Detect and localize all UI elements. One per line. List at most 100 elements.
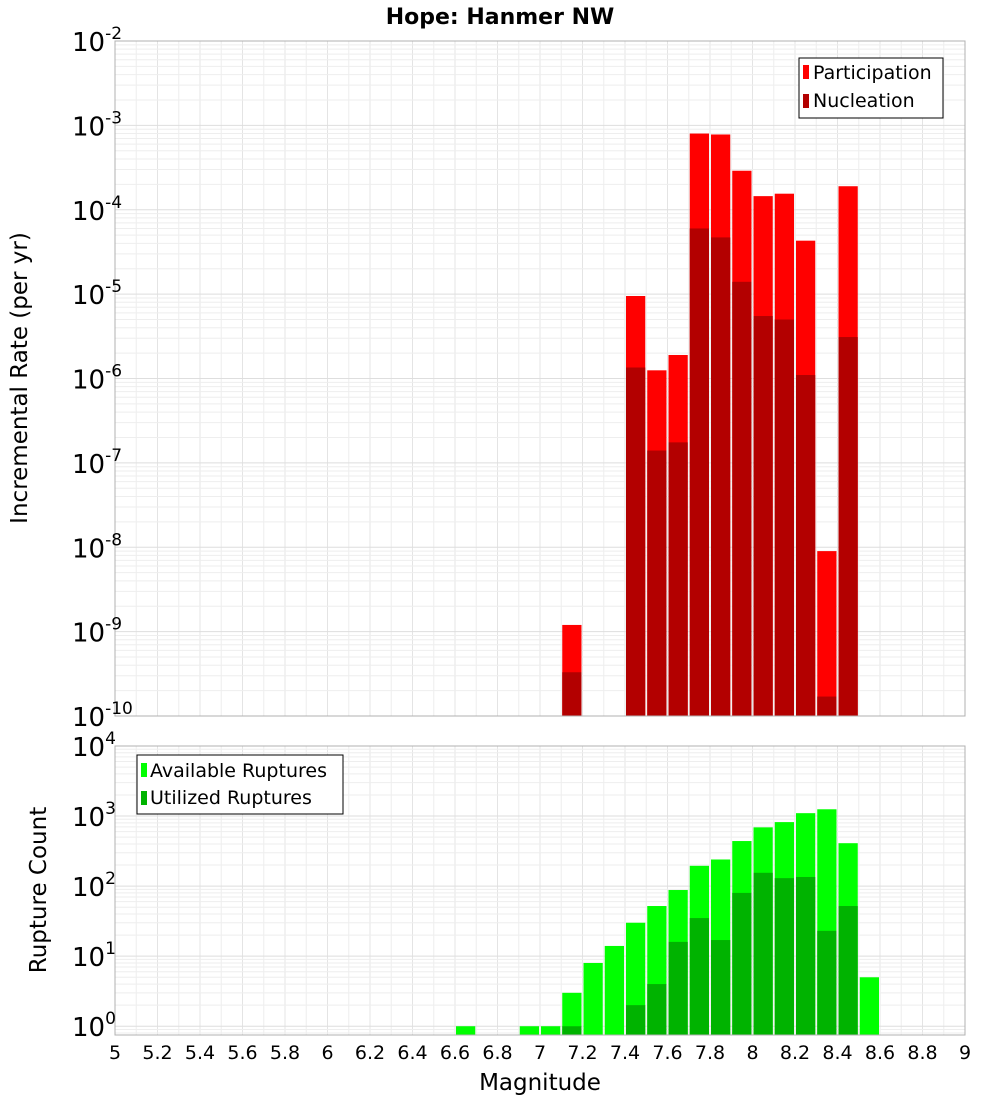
y-tick-exponent: -7 xyxy=(105,446,122,466)
x-tick-label: 7.6 xyxy=(652,1042,682,1064)
x-tick-label: 7.2 xyxy=(567,1042,597,1064)
bar-utilized-ruptures-6 xyxy=(732,892,752,1035)
bar-nucleation-10 xyxy=(817,696,837,716)
y-tick-label: 10-8 xyxy=(72,530,122,564)
bar-participation-10 xyxy=(817,551,837,716)
y-tick-label: 10-9 xyxy=(72,615,122,649)
y-tick-base: 10 xyxy=(72,873,105,903)
bar-nucleation-0 xyxy=(562,672,582,716)
x-tick-label: 8.6 xyxy=(865,1042,895,1064)
x-tick-label: 8.4 xyxy=(822,1042,852,1064)
x-tick-label: 8 xyxy=(746,1042,758,1064)
bar-available-ruptures-3 xyxy=(562,992,582,1035)
y-tick-exponent: -10 xyxy=(105,699,133,719)
y-tick-label: 103 xyxy=(72,799,116,833)
bar-nucleation-5 xyxy=(711,237,731,716)
top-plot-grid xyxy=(114,41,966,717)
bar-available-ruptures-4 xyxy=(583,962,603,1035)
y-tick-label: 104 xyxy=(72,729,116,763)
x-tick-label: 5.4 xyxy=(185,1042,215,1064)
x-tick-label: 8.2 xyxy=(780,1042,810,1064)
y-tick-base: 10 xyxy=(72,366,105,396)
y-tick-exponent: -9 xyxy=(105,615,122,635)
x-axis-label: Magnitude xyxy=(479,1070,601,1096)
y-tick-exponent: 0 xyxy=(105,1009,116,1029)
x-tick-labels: 5 5.2 5.4 5.6 5.8 6 6.2 6.4 6.6 6.8 7 7.2 7.4 7.6 7.8 8… xyxy=(109,1042,971,1064)
x-tick-label: 7.8 xyxy=(695,1042,725,1064)
legend-swatch-nucleation xyxy=(803,94,809,108)
chart-title: Hope: Hanmer NW xyxy=(386,5,615,30)
x-tick-label: 6.8 xyxy=(482,1042,512,1064)
bar-nucleation-4 xyxy=(689,228,709,716)
x-tick-label: 6.2 xyxy=(355,1042,385,1064)
y-tick-base: 10 xyxy=(72,197,105,227)
bar-nucleation-6 xyxy=(732,281,752,716)
x-tick-label: 5.2 xyxy=(142,1042,172,1064)
x-tick-label: 5 xyxy=(109,1042,121,1064)
x-tick-label: 7.4 xyxy=(610,1042,640,1064)
y-tick-base: 10 xyxy=(72,1013,105,1043)
y-tick-label: 100 xyxy=(72,1009,116,1043)
y-tick-exponent: 2 xyxy=(105,869,116,889)
y-tick-exponent: -3 xyxy=(105,108,122,128)
legend-swatch-participation xyxy=(803,65,809,79)
x-tick-label: 9 xyxy=(959,1042,971,1064)
bar-utilized-ruptures-1 xyxy=(626,1005,646,1035)
bar-nucleation-11 xyxy=(838,337,858,716)
bottom-plot-frame xyxy=(114,745,966,1036)
top-legend-box xyxy=(798,57,944,119)
y-tick-exponent: -4 xyxy=(105,193,122,213)
y-tick-base: 10 xyxy=(72,534,105,564)
legend-label-available: Available Ruptures xyxy=(150,760,327,782)
y-tick-base: 10 xyxy=(72,733,105,763)
y-tick-label: 10-10 xyxy=(72,699,133,733)
bar-utilized-ruptures-10 xyxy=(817,930,837,1035)
bar-available-ruptures-0 xyxy=(456,1026,476,1035)
y-tick-base: 10 xyxy=(72,803,105,833)
y-tick-exponent: -5 xyxy=(105,277,122,297)
x-tick-label: 6.4 xyxy=(397,1042,427,1064)
y-tick-label: 10-2 xyxy=(72,24,122,58)
bar-nucleation-2 xyxy=(647,450,667,716)
y-tick-exponent: -8 xyxy=(105,530,122,550)
bar-utilized-ruptures-11 xyxy=(838,906,858,1035)
y-tick-label: 10-5 xyxy=(72,277,122,311)
y-tick-base: 10 xyxy=(72,112,105,142)
bar-available-ruptures-5 xyxy=(604,945,624,1035)
y-tick-label: 10-3 xyxy=(72,108,122,142)
bar-nucleation-1 xyxy=(626,367,646,716)
top-plot-bars xyxy=(562,133,858,717)
bar-utilized-ruptures-5 xyxy=(711,940,731,1035)
bottom-plot-bars xyxy=(456,809,879,1035)
y-tick-exponent: 1 xyxy=(105,939,116,959)
bar-utilized-ruptures-0 xyxy=(562,1026,582,1035)
y-tick-base: 10 xyxy=(72,943,105,973)
x-tick-label: 6 xyxy=(321,1042,333,1064)
y-tick-exponent: -2 xyxy=(105,24,122,44)
y-tick-base: 10 xyxy=(72,28,105,58)
y-tick-exponent: 4 xyxy=(105,729,116,749)
bar-nucleation-8 xyxy=(774,319,794,716)
bar-available-ruptures-1 xyxy=(519,1026,539,1035)
y-tick-label: 101 xyxy=(72,939,116,973)
legend-label-nucleation: Nucleation xyxy=(813,90,915,112)
top-plot-frame xyxy=(114,40,966,717)
legend-swatch-utilized xyxy=(141,791,147,805)
y-tick-label: 10-6 xyxy=(72,362,122,396)
y-tick-base: 10 xyxy=(72,619,105,649)
legend-swatch-available xyxy=(141,763,147,777)
y-tick-label: 10-4 xyxy=(72,193,122,227)
bottom-legend: Available Ruptures Utilized Ruptures xyxy=(136,754,344,815)
y-tick-base: 10 xyxy=(72,703,105,733)
bar-nucleation-9 xyxy=(796,375,816,716)
y-tick-exponent: -6 xyxy=(105,362,122,382)
bar-utilized-ruptures-8 xyxy=(774,878,794,1035)
x-tick-label: 5.8 xyxy=(270,1042,300,1064)
top-legend: Participation Nucleation xyxy=(798,57,944,119)
y-tick-base: 10 xyxy=(72,450,105,480)
bar-utilized-ruptures-9 xyxy=(796,876,816,1035)
x-tick-label: 6.6 xyxy=(440,1042,470,1064)
